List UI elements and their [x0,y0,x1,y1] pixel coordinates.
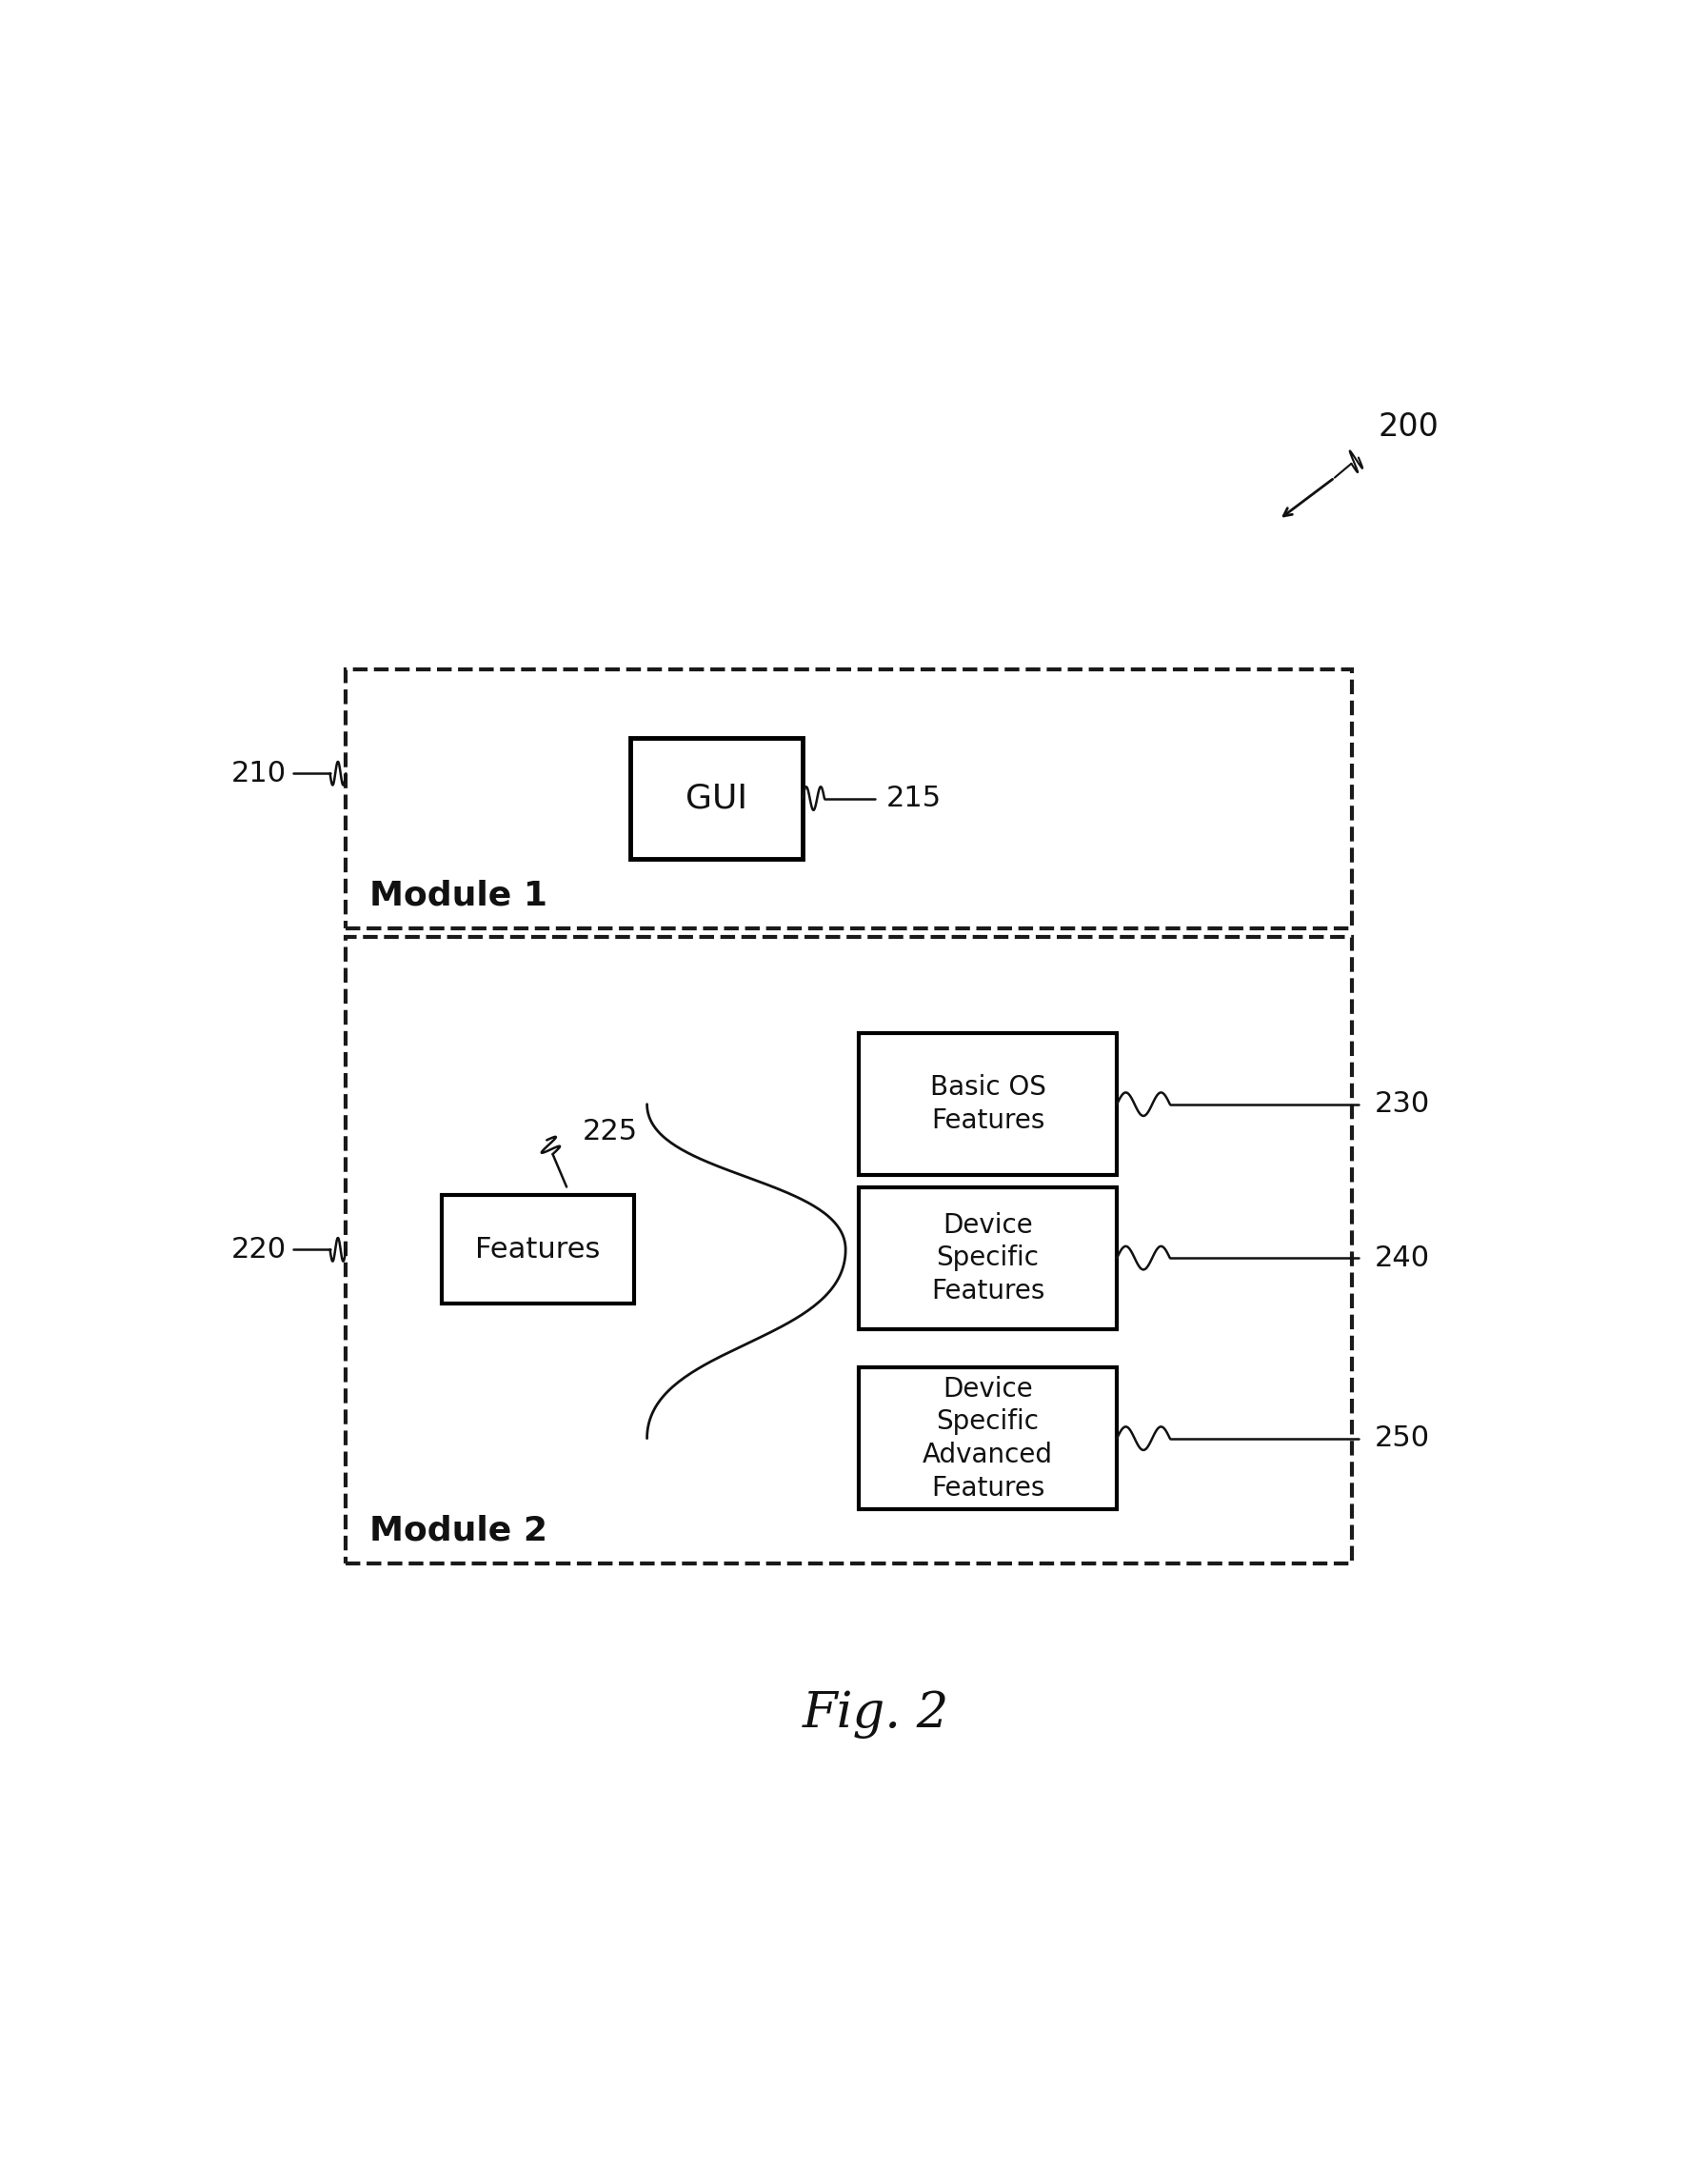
Text: Module 2: Module 2 [369,1515,548,1547]
Text: Device
Specific
Advanced
Features: Device Specific Advanced Features [922,1376,1054,1502]
Bar [442,1196,634,1304]
Text: GUI: GUI [685,781,748,814]
Text: Basic OS
Features: Basic OS Features [929,1074,1045,1135]
Bar [859,1367,1117,1510]
Text: 200: 200 [1378,412,1440,443]
Text: 230: 230 [1375,1089,1430,1118]
Text: 225: 225 [582,1118,637,1146]
Text: Fig. 2: Fig. 2 [803,1690,948,1738]
Text: 220: 220 [231,1235,287,1263]
Bar [630,738,803,859]
Bar [859,1187,1117,1328]
Text: 215: 215 [886,786,941,812]
Bar [345,671,1353,929]
Text: Module 1: Module 1 [369,879,548,911]
Text: 250: 250 [1375,1424,1430,1452]
Bar [859,1033,1117,1176]
Bar [345,937,1353,1565]
Text: 240: 240 [1375,1243,1430,1272]
Text: Features: Features [475,1235,600,1263]
Text: Device
Specific
Features: Device Specific Features [931,1211,1045,1304]
Text: 210: 210 [231,760,287,788]
